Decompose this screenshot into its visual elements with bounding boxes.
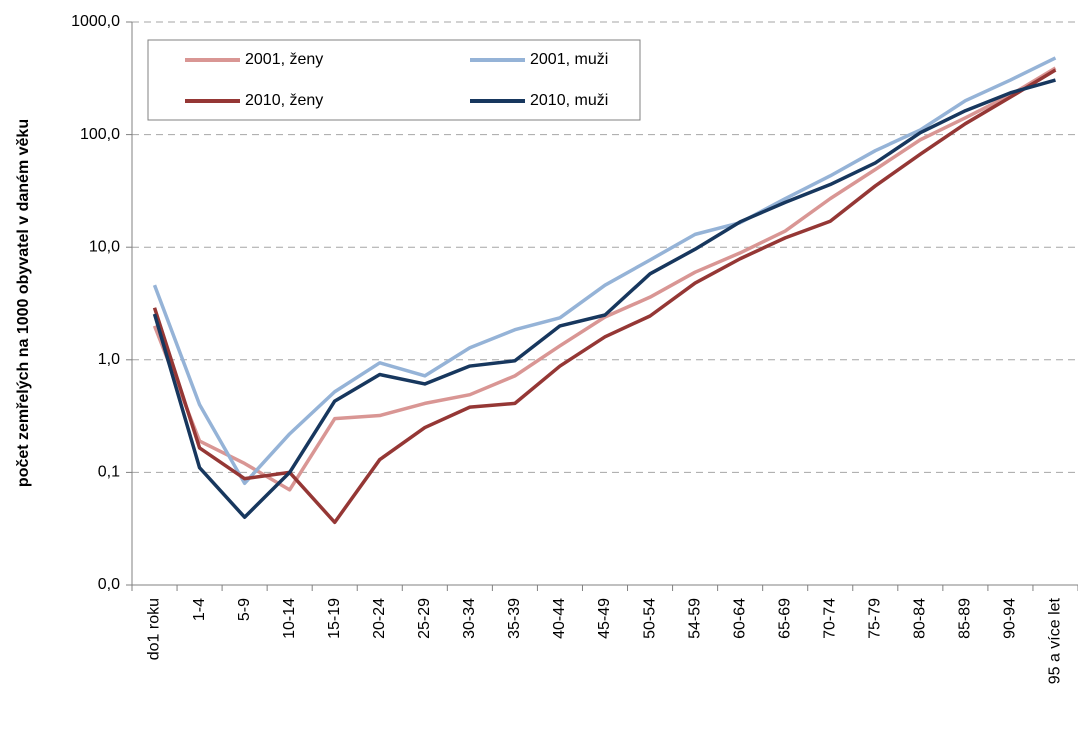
x-tick-label: 30-34 — [461, 598, 478, 639]
y-tick-label: 0,0 — [98, 576, 120, 593]
legend-label: 2010, ženy — [245, 92, 323, 109]
series-line — [152, 78, 1056, 519]
y-tick-label: 0,1 — [98, 464, 120, 481]
legend-label: 2001, ženy — [245, 51, 323, 68]
x-tick-label: 5-9 — [236, 598, 253, 621]
legend-label: 2010, muži — [530, 92, 608, 109]
y-tick-label: 100,0 — [80, 126, 120, 143]
x-tick-label: 95 a více let — [1047, 597, 1064, 684]
y-tick-label: 1,0 — [98, 351, 120, 368]
x-tick-label: 20-24 — [371, 598, 388, 639]
x-tick-label: 80-84 — [912, 598, 929, 639]
x-tick-label: 25-29 — [416, 598, 433, 639]
x-tick-label: 70-74 — [821, 598, 838, 639]
x-tick-label: 75-79 — [867, 598, 884, 639]
x-tick-label: 50-54 — [641, 598, 658, 639]
y-tick-label: 1000,0 — [71, 13, 120, 30]
series-line — [152, 56, 1057, 486]
x-tick-label: 90-94 — [1002, 598, 1019, 639]
x-tick-label: 85-89 — [957, 598, 974, 639]
x-tick-label: 45-49 — [596, 598, 613, 639]
series-line — [152, 68, 1057, 525]
x-tick-label: 35-39 — [506, 598, 523, 639]
x-tick-label: 65-69 — [776, 598, 793, 639]
y-tick-label: 10,0 — [89, 238, 120, 255]
x-tick-label: 15-19 — [326, 598, 343, 639]
x-tick-label: 10-14 — [281, 598, 298, 639]
x-tick-label: 40-44 — [551, 598, 568, 639]
x-tick-label: do1 roku — [146, 598, 163, 660]
legend-box — [147, 39, 641, 121]
x-tick-label: 54-59 — [686, 598, 703, 639]
x-tick-label: 60-64 — [731, 598, 748, 639]
x-tick-label: 1-4 — [191, 598, 208, 621]
series-line — [152, 66, 1057, 492]
legend-label: 2001, muži — [530, 51, 608, 68]
y-axis-label: počet zemřelých na 1000 obyvatel v daném… — [15, 119, 32, 487]
